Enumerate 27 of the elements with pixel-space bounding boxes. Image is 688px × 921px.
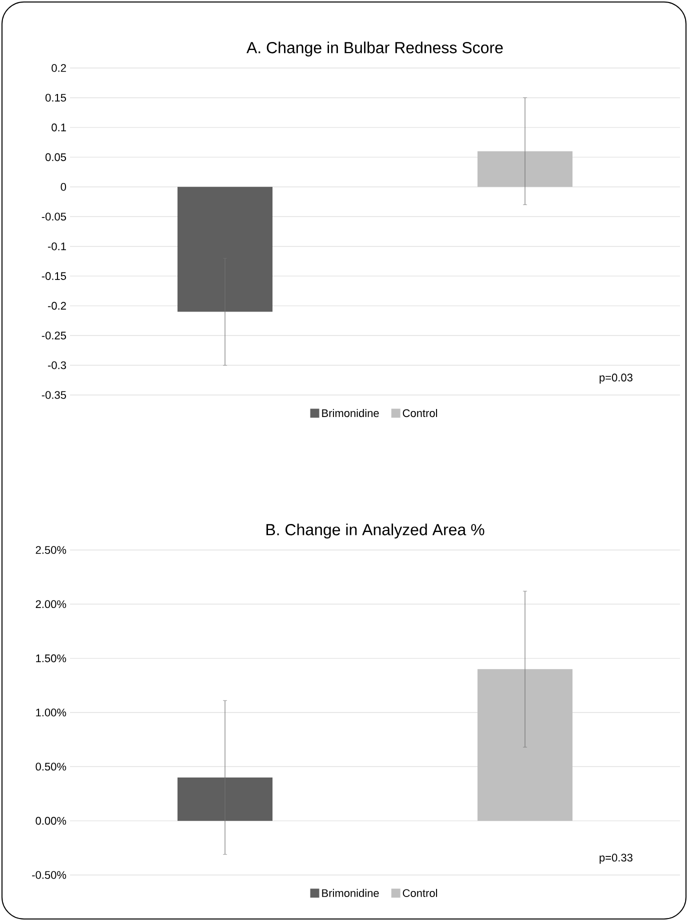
y-tick-label: 0 <box>60 182 66 191</box>
y-tick-label: -0.25 <box>42 332 66 340</box>
y-tick-label: 1.00% <box>36 708 66 716</box>
legend-label: Brimonidine <box>322 408 379 418</box>
annotation: p=0.33 <box>600 854 632 864</box>
y-tick-label: 2.50% <box>36 546 66 554</box>
chart-title: B. Change in Analyzed Area % <box>266 524 484 539</box>
legend-label: Brimonidine <box>322 888 379 898</box>
chart-title: A. Change in Bulbar Redness Score <box>246 42 503 56</box>
y-tick-label: 0.50% <box>36 762 66 771</box>
y-tick-label: 0.1 <box>52 124 66 132</box>
y-tick-label: -0.2 <box>48 302 66 310</box>
y-tick-label: 2.00% <box>36 600 66 608</box>
annotation: p=0.03 <box>600 374 632 384</box>
y-tick-label: -0.1 <box>48 242 66 250</box>
y-tick-label: -0.50% <box>32 871 66 879</box>
y-tick-label: -0.3 <box>48 361 66 370</box>
y-tick-label: 0.15 <box>46 94 66 102</box>
y-tick-label: -0.35 <box>42 391 66 399</box>
y-tick-label: -0.15 <box>42 272 66 280</box>
y-tick-label: 0.05 <box>46 153 66 162</box>
y-tick-label: 0.2 <box>52 64 66 72</box>
y-tick-label: -0.05 <box>42 212 66 221</box>
y-tick-label: 0.00% <box>36 816 66 825</box>
legend-label: Control <box>402 888 438 898</box>
legend-label: Control <box>402 408 438 418</box>
y-tick-label: 1.50% <box>36 654 66 662</box>
